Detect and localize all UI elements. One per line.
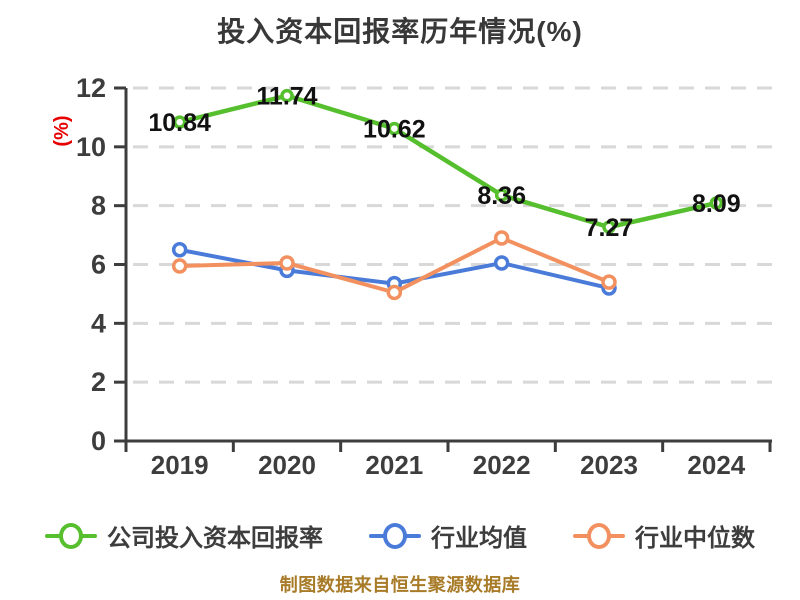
value-label: 8.36 (477, 182, 526, 210)
legend-dot-icon (587, 522, 611, 549)
x-tick-label: 2022 (473, 450, 531, 480)
data-point-marker (172, 115, 187, 129)
legend-label-industry-median: 行业中位数 (635, 525, 755, 552)
legend-dot-icon (59, 522, 83, 549)
legend-marker-green (45, 522, 97, 550)
data-point-marker (280, 88, 294, 103)
value-label: 8.09 (692, 190, 741, 218)
y-tick-label: 8 (91, 191, 106, 221)
series-line-0 (177, 93, 719, 230)
y-tick-label: 2 (91, 367, 106, 397)
chart-title: 投入资本回报率历年情况(%) (217, 16, 583, 47)
value-label: 7.27 (585, 214, 634, 242)
data-point-marker (709, 196, 724, 210)
legend-item-company-roic: 公司投入资本回报率 (45, 518, 323, 553)
data-point-marker (494, 188, 509, 202)
data-point-marker (493, 230, 510, 246)
x-tick-label: 2020 (258, 450, 316, 480)
x-tick-label: 2021 (365, 450, 423, 480)
y-tick-label: 12 (76, 73, 106, 103)
data-point-marker (171, 258, 188, 274)
data-point-marker (386, 284, 403, 301)
legend-label-industry-mean: 行业均值 (431, 525, 527, 552)
x-tick-label: 2019 (151, 450, 209, 480)
y-tick-label: 10 (76, 132, 106, 162)
legend-item-industry-mean: 行业均值 (369, 518, 527, 553)
chart-legend: 公司投入资本回报率 行业均值 行业中位数 (0, 518, 800, 553)
y-tick-label: 6 (91, 250, 106, 280)
data-point-marker (171, 242, 188, 258)
data-source-caption: 制图数据来自恒生聚源数据库 (279, 575, 521, 595)
y-tick-label: 0 (91, 426, 106, 456)
y-axis-title: (%) (51, 115, 73, 146)
data-point-marker (493, 255, 510, 271)
legend-item-industry-median: 行业中位数 (573, 518, 755, 553)
x-tick-label: 2024 (687, 450, 745, 480)
value-label: 10.62 (363, 116, 426, 144)
legend-dot-icon (383, 522, 407, 549)
data-point-marker (602, 220, 616, 234)
value-label: 11.74 (256, 83, 317, 111)
x-tick-label: 2023 (580, 450, 638, 480)
chart-canvas: 0 2 4 6 8 10 12 2019 2020 2021 2022 2023 2024 (%) 10.8… (51, 73, 775, 480)
data-point-marker (387, 121, 402, 136)
data-point-marker (279, 255, 295, 271)
legend-label-company-roic: 公司投入资本回报率 (107, 525, 323, 552)
value-label: 10.84 (148, 109, 211, 137)
legend-marker-orange (573, 522, 625, 550)
data-point-marker (601, 274, 617, 290)
y-tick-label: 4 (91, 308, 106, 338)
legend-marker-blue (369, 522, 421, 550)
